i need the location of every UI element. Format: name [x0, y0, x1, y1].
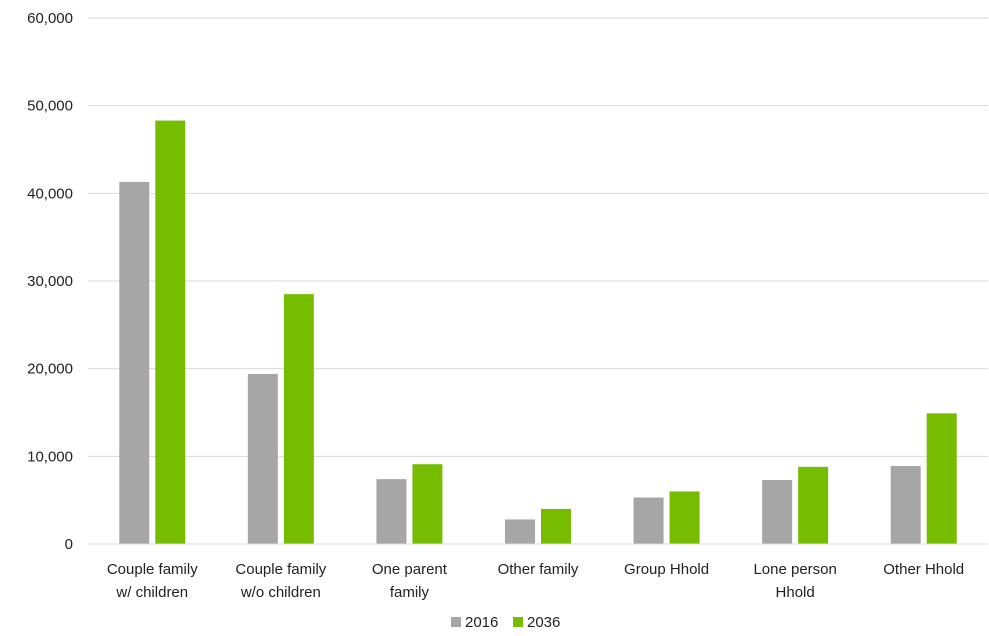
x-tick-label: w/o children — [240, 584, 321, 601]
legend-label: 2016 — [465, 614, 498, 631]
x-tick-label: Couple family — [235, 561, 326, 578]
x-axis: Couple family w/ children Couple family w/o… — [107, 561, 964, 601]
legend: 2016 2036 — [451, 614, 560, 631]
bar-2016-4 — [633, 497, 664, 544]
y-tick-label: 20,000 — [27, 361, 73, 378]
gridlines — [88, 17, 988, 457]
y-tick-label: 40,000 — [27, 185, 73, 202]
bars — [119, 120, 957, 545]
bar-2036-3 — [541, 508, 571, 544]
bar-2016-3 — [505, 519, 535, 544]
y-tick-label: 50,000 — [27, 98, 73, 115]
bar-2016-6 — [890, 465, 921, 544]
bar-2036-0 — [155, 120, 186, 544]
x-tick-label: Other Hhold — [883, 561, 964, 578]
x-tick-label: Hhold — [776, 584, 815, 601]
bar-2036-2 — [412, 464, 443, 544]
bar-2016-0 — [119, 181, 150, 545]
legend-swatch-2036 — [513, 617, 523, 627]
bar-2036-6 — [926, 413, 957, 544]
x-tick-label: family — [390, 584, 430, 601]
bar-2016-2 — [376, 479, 407, 544]
y-tick-label: 0 — [65, 536, 73, 553]
x-tick-label: w/ children — [115, 584, 188, 601]
legend-label: 2036 — [527, 614, 560, 631]
y-tick-label: 10,000 — [27, 448, 73, 465]
bar-2036-5 — [798, 466, 829, 544]
y-axis: 0 10,000 20,000 30,000 40,000 50,000 60,000 — [27, 10, 73, 553]
x-tick-label: One parent — [372, 561, 448, 578]
x-tick-label: Lone person — [753, 561, 836, 578]
bar-2036-4 — [669, 491, 700, 544]
y-tick-label: 60,000 — [27, 10, 73, 27]
bar-2036-1 — [283, 294, 314, 544]
x-tick-label: Couple family — [107, 561, 198, 578]
bar-2016-5 — [762, 480, 793, 544]
legend-swatch-2016 — [451, 617, 461, 627]
x-tick-label: Group Hhold — [624, 561, 709, 578]
x-tick-label: Other family — [498, 561, 579, 578]
bar-2016-1 — [247, 373, 278, 544]
y-tick-label: 30,000 — [27, 273, 73, 290]
